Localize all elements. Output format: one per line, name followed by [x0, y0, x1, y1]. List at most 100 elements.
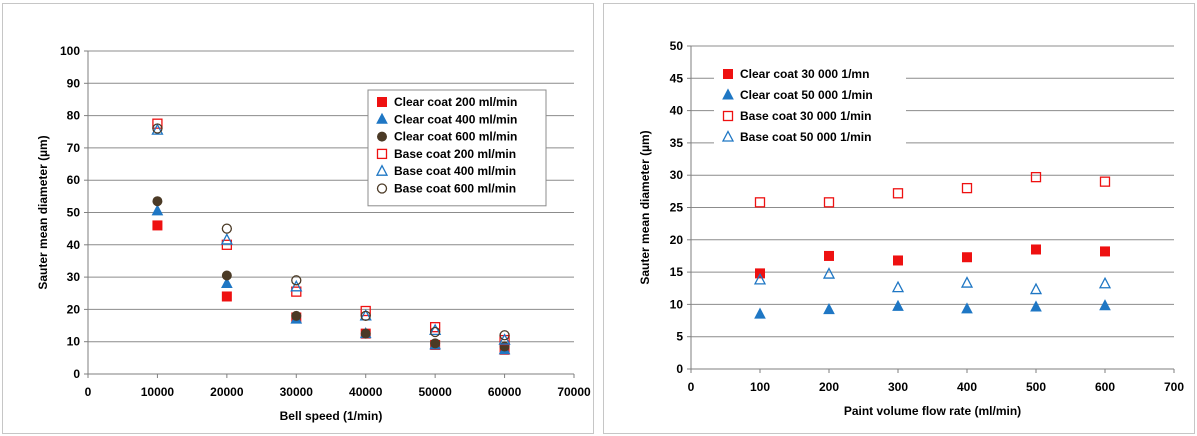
x-tick-label: 500: [1026, 380, 1046, 394]
data-point: [892, 188, 904, 199]
x-tick-label: 0: [85, 385, 92, 399]
data-point: [1099, 176, 1111, 187]
legend-label: Clear coat 400 ml/min: [394, 112, 517, 126]
series-1: [755, 244, 1110, 279]
chart-panel-right: 0 5 10 15 20 25 30 35 40 45 50 0 100 200 300 400 500 600 7…: [603, 3, 1195, 434]
x-tick-label: 100: [750, 380, 770, 394]
data-point: [360, 328, 371, 339]
data-point: [961, 302, 973, 314]
y-tick-label: 0: [676, 362, 683, 376]
legend-label: Clear coat 30 000 1/mn: [740, 67, 869, 81]
y-tick-label: 20: [67, 302, 81, 316]
legend-marker: [376, 148, 388, 160]
data-point: [152, 118, 163, 129]
data-point: [499, 330, 510, 341]
legend-marker: [376, 183, 388, 194]
y-tick-label: 35: [670, 136, 684, 150]
data-point: [823, 302, 835, 315]
legend-box: [367, 89, 547, 207]
data-point: [291, 310, 302, 321]
series-2: [151, 204, 511, 355]
x-tick-label: 200: [819, 380, 839, 394]
data-point: [221, 270, 232, 281]
y-tick-label: 25: [670, 201, 684, 215]
y-tick-label: 10: [670, 297, 684, 311]
data-point: [152, 123, 163, 134]
y-tick-label: 100: [60, 44, 80, 58]
y-tick-label: 0: [73, 367, 80, 381]
y-tick-label: 45: [670, 71, 684, 85]
data-point: [892, 299, 904, 311]
legend-marker: [377, 131, 387, 142]
chart-left: 0 10 20 30 40 50 60 70 80 90 100 0 10000 20000 30000 40…: [36, 44, 591, 423]
x-axis-title: Paint volume flow rate (ml/min): [844, 404, 1021, 418]
data-point: [1029, 282, 1043, 295]
data-point: [754, 307, 766, 319]
legend-label: Base coat 200 ml/min: [394, 147, 516, 161]
data-point: [961, 182, 973, 194]
x-tick-label: 60000: [488, 385, 522, 399]
legend-label: Base coat 400 ml/min: [394, 164, 516, 178]
data-point: [151, 204, 164, 216]
x-tick-label: 30000: [280, 385, 314, 399]
data-point: [429, 323, 442, 336]
x-tick-label: 50000: [418, 385, 452, 399]
legend-marker: [375, 164, 389, 176]
data-point: [430, 338, 441, 349]
series-6: [152, 123, 510, 341]
data-point: [754, 197, 766, 208]
y-axis-title: Sauter mean diameter (µm): [638, 130, 652, 284]
x-tick-label: 20000: [210, 385, 244, 399]
y-tick-label: 90: [67, 76, 81, 90]
x-tick-label: 600: [1095, 380, 1115, 394]
legend-label: Base coat 30 000 1/min: [740, 109, 871, 123]
legend-marker: [377, 97, 387, 107]
series-3: [152, 196, 510, 352]
data-point: [1099, 299, 1111, 311]
data-point: [221, 291, 232, 302]
legend-marker: [722, 88, 734, 100]
data-point: [1100, 246, 1110, 257]
legend: Clear coat 200 ml/min Clear coat 400 ml/m…: [367, 89, 547, 207]
legend-box: [714, 62, 906, 158]
y-tick-label: 30: [670, 168, 684, 182]
data-point: [221, 223, 233, 234]
y-tick-label: 70: [67, 141, 81, 155]
y-tick-label: 50: [67, 206, 81, 220]
y-tick-label: 60: [67, 173, 81, 187]
data-point: [1030, 300, 1042, 312]
data-point: [753, 272, 767, 285]
data-point: [891, 280, 905, 293]
x-tick-label: 700: [1164, 380, 1184, 394]
y-axis-title: Sauter mean diameter (µm): [36, 135, 50, 289]
data-point: [822, 267, 836, 279]
data-point: [823, 197, 835, 208]
x-tick-label: 300: [888, 380, 908, 394]
legend-marker: [376, 112, 388, 124]
x-tick-label: 400: [957, 380, 977, 394]
x-tick-label: 0: [688, 380, 695, 394]
y-tick-label: 30: [67, 270, 81, 284]
data-point: [1098, 276, 1112, 289]
data-point: [962, 252, 972, 263]
legend-label: Base coat 600 ml/min: [394, 182, 516, 196]
data-point: [1031, 244, 1041, 255]
data-point: [893, 255, 903, 266]
chart-panel-left: 0 10 20 30 40 50 60 70 80 90 100 0 10000 20000 30000 40…: [2, 3, 594, 434]
data-point: [152, 220, 163, 231]
data-point: [960, 276, 974, 288]
y-tick-label: 5: [676, 330, 683, 344]
legend-marker: [722, 110, 734, 122]
y-tick-label: 40: [670, 104, 684, 118]
x-tick-label: 10000: [141, 385, 175, 399]
series-3: [754, 171, 1111, 208]
y-tick-label: 50: [670, 39, 684, 53]
x-tick-label: 40000: [349, 385, 383, 399]
data-point: [221, 239, 233, 250]
y-tick-label: 10: [67, 335, 81, 349]
data-point: [360, 310, 371, 322]
legend: Clear coat 30 000 1/mn Clear coat 50 000 …: [714, 62, 906, 158]
y-tick-label: 15: [670, 265, 684, 279]
data-point: [152, 196, 163, 207]
